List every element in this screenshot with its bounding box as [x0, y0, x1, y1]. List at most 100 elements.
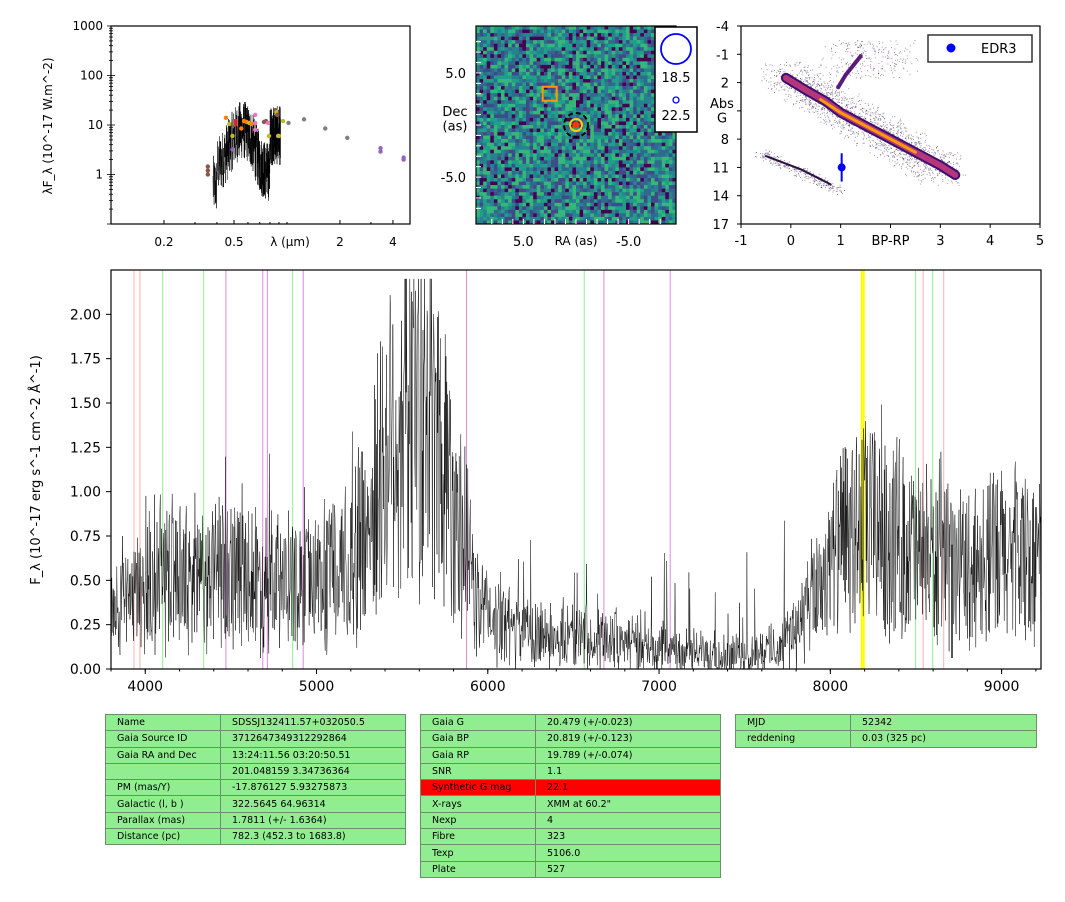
- image-pixel: [572, 110, 577, 115]
- image-pixel: [604, 220, 609, 225]
- image-pixel: [547, 135, 552, 140]
- image-pixel: [604, 135, 609, 140]
- cmd-bg-star: [869, 114, 871, 116]
- cmd-bg-star: [868, 104, 869, 106]
- image-pixel: [661, 170, 666, 175]
- cmd-bg-star: [855, 52, 857, 54]
- image-pixel: [486, 142, 491, 147]
- cmd-bg-star: [794, 90, 796, 92]
- image-pixel: [486, 71, 491, 76]
- image-pixel: [604, 75, 609, 80]
- image-pixel: [476, 199, 480, 204]
- image-pixel: [529, 202, 534, 207]
- cmd-bg-star: [863, 118, 865, 119]
- image-pixel: [626, 174, 630, 179]
- image-pixel: [493, 192, 498, 197]
- image-pixel: [526, 50, 530, 55]
- image-pixel: [540, 181, 545, 186]
- image-pixel: [643, 170, 648, 175]
- image-pixel: [540, 188, 545, 193]
- cmd-bg-star: [855, 77, 857, 79]
- image-pixel: [586, 57, 591, 62]
- image-pixel: [490, 167, 495, 172]
- cmd-bg-star: [933, 154, 935, 156]
- image-pixel: [486, 96, 491, 101]
- image-pixel: [497, 146, 502, 151]
- image-pixel: [558, 117, 563, 122]
- image-pixel: [526, 135, 530, 140]
- image-pixel: [558, 79, 563, 83]
- image-pixel: [608, 40, 613, 44]
- image-pixel: [593, 170, 598, 175]
- image-pixel: [611, 153, 616, 158]
- image-pixel: [508, 209, 513, 214]
- image-pixel: [558, 26, 563, 30]
- image-pixel: [593, 128, 598, 133]
- image-pixel: [608, 121, 613, 126]
- image-pixel: [554, 188, 559, 193]
- image-pixel: [586, 170, 591, 175]
- cmd-bg-star: [800, 177, 801, 179]
- cmd-bg-star: [877, 107, 878, 109]
- image-pixel: [668, 185, 673, 189]
- image-pixel: [561, 206, 566, 211]
- image-pixel: [490, 110, 495, 115]
- image-pixel: [493, 146, 498, 151]
- image-pixel: [572, 114, 577, 119]
- cmd-bg-star: [911, 159, 913, 161]
- image-pixel: [651, 86, 655, 90]
- cmd-bg-star: [820, 113, 821, 115]
- cmd-bg-star: [796, 62, 798, 64]
- cmd-bg-star: [797, 64, 799, 66]
- image-pixel: [647, 121, 652, 126]
- image-pixel: [576, 174, 580, 179]
- cmd-bg-star: [851, 111, 852, 113]
- image-pixel: [636, 178, 641, 182]
- image-pixel: [565, 192, 570, 197]
- image-pixel: [497, 64, 502, 69]
- image-pixel: [608, 75, 613, 80]
- image-pixel: [540, 213, 545, 218]
- image-pixel: [504, 209, 509, 214]
- cmd-bg-star: [766, 153, 768, 155]
- cmd-bg-star: [806, 80, 807, 82]
- image-pixel: [647, 114, 652, 119]
- image-pixel: [558, 213, 563, 218]
- cmd-bg-star: [846, 48, 848, 49]
- image-pixel: [490, 185, 495, 189]
- cmd-bg-star: [820, 186, 822, 188]
- image-pixel: [626, 121, 630, 126]
- cmd-bg-star: [800, 99, 802, 101]
- cmd-bg-star: [800, 69, 802, 71]
- image-pixel: [636, 114, 641, 119]
- image-pixel: [501, 93, 505, 98]
- image-pixel: [479, 149, 484, 154]
- cmd-bg-star: [910, 170, 912, 172]
- image-pixel: [568, 209, 573, 214]
- image-pixel: [579, 220, 584, 225]
- image-pixel: [543, 170, 548, 175]
- image-pixel: [536, 96, 541, 101]
- image-pixel: [593, 163, 598, 168]
- image-pixel: [640, 121, 645, 126]
- image-pixel: [547, 100, 552, 105]
- cmd-bg-star: [824, 46, 826, 48]
- cmd-bg-star: [897, 122, 899, 123]
- image-pixel: [643, 57, 648, 62]
- cmd-bg-star: [856, 132, 858, 134]
- image-pixel: [504, 89, 509, 94]
- image-pixel: [511, 96, 516, 101]
- image-pixel: [486, 178, 491, 182]
- cmd-bg-star: [876, 147, 878, 149]
- image-pixel: [551, 47, 555, 52]
- image-pixel: [583, 107, 588, 112]
- cmd-bg-star: [763, 157, 765, 159]
- image-pixel: [515, 29, 520, 34]
- image-pixel: [565, 54, 570, 59]
- image-pixel: [518, 128, 523, 133]
- image-pixel: [522, 213, 527, 218]
- cmd-bg-star: [805, 175, 807, 177]
- image-pixel: [490, 213, 495, 218]
- image-pixel: [518, 54, 523, 59]
- image-pixel: [601, 64, 605, 69]
